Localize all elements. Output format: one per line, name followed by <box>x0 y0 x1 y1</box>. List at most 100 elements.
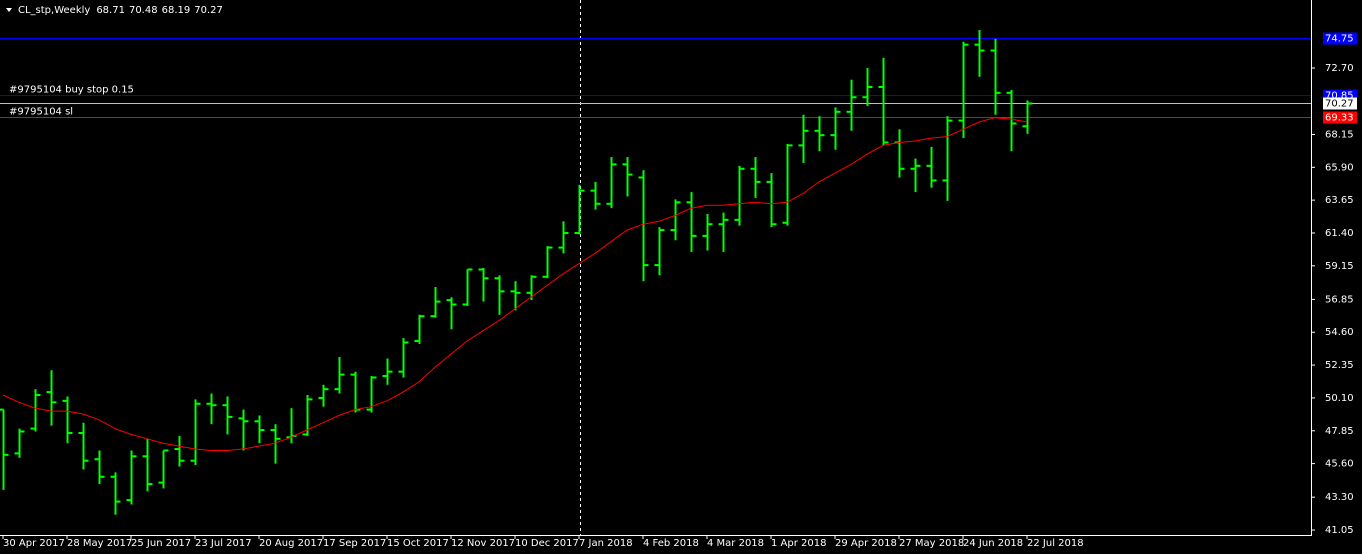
level-price-box <box>1323 32 1357 45</box>
y-tick-label: 63.65 <box>1325 195 1354 206</box>
ohlc-bar <box>926 146 937 188</box>
ohlc-bar <box>670 199 681 241</box>
ohlc-bar <box>78 422 89 470</box>
x-tick-label: 12 Nov 2017 <box>451 538 515 549</box>
moving-average <box>2 117 1028 451</box>
ohlc-bar <box>238 409 249 451</box>
ohlc-bar <box>798 114 809 163</box>
ohlc-bar <box>30 389 41 432</box>
ohlc-bar <box>910 158 921 193</box>
ohlc-bar <box>414 314 425 344</box>
y-tick-label: 59.15 <box>1325 261 1354 272</box>
ohlc-bar <box>398 338 409 378</box>
ohlc-bar <box>430 286 441 318</box>
level-price-label: 70.85 <box>1325 91 1354 102</box>
ohlc-bar <box>334 357 345 394</box>
x-tick-label: 4 Feb 2018 <box>643 538 699 549</box>
level-price-label: 74.75 <box>1325 34 1354 45</box>
x-tick-label: 15 Oct 2017 <box>387 538 449 549</box>
y-tick-label: 72.70 <box>1325 63 1354 74</box>
x-tick-label: 28 May 2017 <box>67 538 132 549</box>
ohlc-bar <box>158 449 169 489</box>
ohlc-bar <box>814 116 825 152</box>
ohlc-bar <box>622 157 633 197</box>
ohlc-bar <box>862 68 873 106</box>
ohlc-bar <box>638 170 649 282</box>
ohlc-bar <box>958 41 969 139</box>
x-tick-label: 23 Jul 2017 <box>195 538 252 549</box>
ohlc-bar <box>590 181 601 210</box>
ohlc-bar <box>222 396 233 435</box>
ohlc-bar <box>606 157 617 209</box>
x-tick-label: 29 Apr 2018 <box>835 538 897 549</box>
y-tick-label: 61.40 <box>1325 228 1354 239</box>
ohlc-bar <box>94 450 105 485</box>
level-price-box <box>1323 97 1357 110</box>
ohlc-bar <box>0 408 9 490</box>
low: 68.19 <box>162 5 191 16</box>
x-tick-label: 27 May 2018 <box>899 538 964 549</box>
x-tick-label: 25 Jun 2017 <box>131 538 191 549</box>
y-tick-label: 56.85 <box>1325 294 1354 305</box>
ohlc-bar <box>974 30 985 77</box>
ohlc-bar <box>942 116 953 201</box>
y-tick-label: 45.60 <box>1325 459 1354 470</box>
x-tick-label: 7 Jan 2018 <box>579 538 633 549</box>
ohlc-bar <box>110 472 121 515</box>
ohlc-bar <box>526 275 537 301</box>
y-tick-label: 50.10 <box>1325 393 1354 404</box>
ohlc-bar <box>990 38 1001 115</box>
ohlc-bar <box>206 393 217 425</box>
level-price-box <box>1323 111 1357 124</box>
ohlc-bar <box>62 396 73 444</box>
ohlc-bar <box>142 438 153 492</box>
ohlc-bar <box>558 221 569 254</box>
ohlc-bar <box>1022 100 1033 134</box>
ohlc-bar <box>686 192 697 252</box>
ohlc-bar <box>270 424 281 464</box>
level-price-label: 70.27 <box>1325 99 1354 110</box>
x-tick-label: 22 Jul 2018 <box>1027 538 1084 549</box>
x-tick-label: 20 Aug 2017 <box>259 538 323 549</box>
y-tick-label: 68.15 <box>1325 129 1354 140</box>
ohlc-bar <box>126 450 137 505</box>
ohlc-bar <box>830 107 841 150</box>
ohlc-bar <box>46 370 57 426</box>
ohlc-bar <box>382 358 393 385</box>
ohlc-bar <box>702 214 713 251</box>
ohlc-bar <box>14 428 25 458</box>
ohlc-bar <box>574 184 585 235</box>
x-tick-label: 1 Apr 2018 <box>771 538 826 549</box>
ohlc-bar <box>446 297 457 330</box>
ohlc-bar <box>190 399 201 466</box>
level-text: #9795104 buy stop 0.15 <box>9 85 134 96</box>
ohlc-bar <box>302 395 313 436</box>
y-tick-label: 47.85 <box>1325 426 1354 437</box>
y-tick-label: 65.90 <box>1325 162 1354 173</box>
ohlc-bar <box>174 435 185 467</box>
ohlc-bar <box>766 173 777 228</box>
y-tick-label: 43.30 <box>1325 492 1354 503</box>
x-tick-label: 24 Jun 2018 <box>963 538 1023 549</box>
ohlc-bar <box>494 275 505 315</box>
y-tick-label: 52.35 <box>1325 360 1354 371</box>
x-tick-label: 10 Dec 2017 <box>515 538 579 549</box>
ohlc-bar <box>254 415 265 444</box>
ohlc-bar <box>878 57 889 146</box>
x-tick-label: 30 Apr 2017 <box>3 538 65 549</box>
ohlc-bar <box>718 212 729 252</box>
chart-header: CL_stp,Weekly 68.71 70.48 68.19 70.27 <box>18 5 223 16</box>
y-tick-label: 54.60 <box>1325 327 1354 338</box>
ohlc-bar <box>734 165 745 226</box>
ohlc-bar <box>782 143 793 226</box>
open: 68.71 <box>96 5 125 16</box>
level-text: #9795104 sl <box>9 107 73 118</box>
ohlc-bar <box>318 384 329 407</box>
menu-arrow[interactable] <box>6 8 12 12</box>
ohlc-bar <box>1006 89 1017 152</box>
level-price-label: 69.33 <box>1325 113 1354 124</box>
ohlc-bar <box>654 227 665 276</box>
